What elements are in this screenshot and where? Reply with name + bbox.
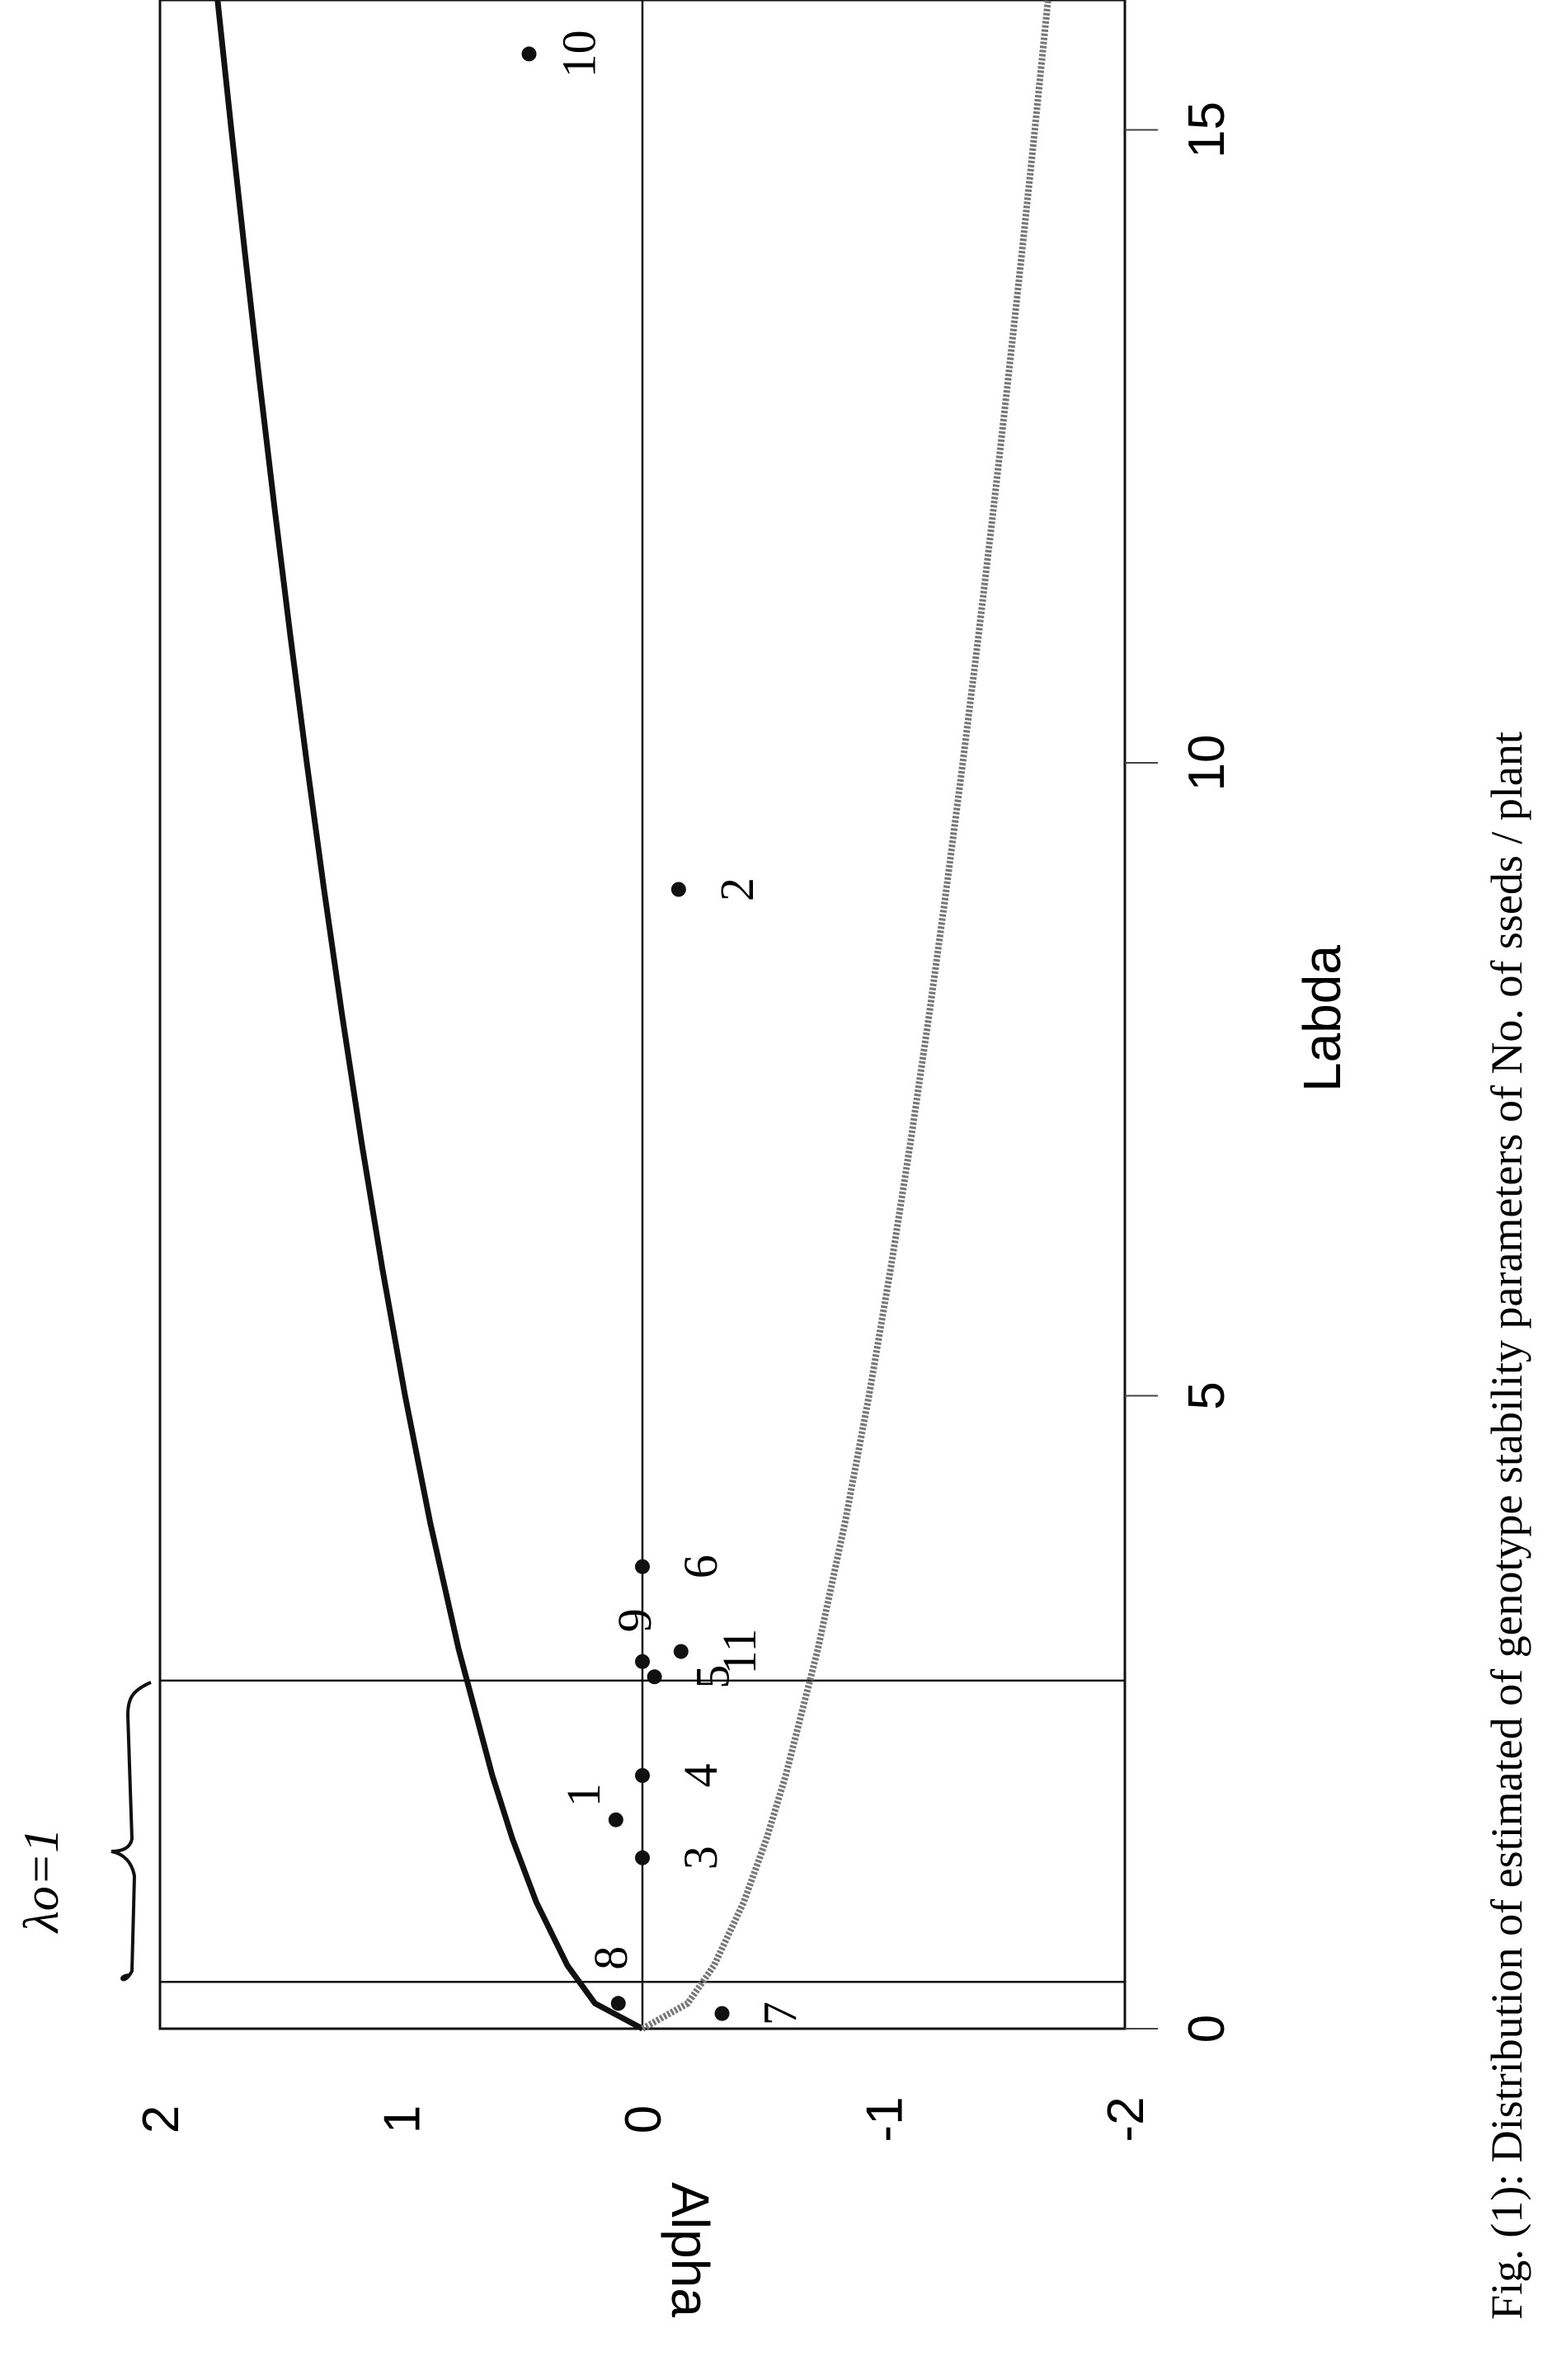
lower-bound-curve [641, 0, 1051, 2032]
data-point-label: 9 [608, 1608, 661, 1632]
data-point [647, 1669, 662, 1685]
chart-caption: Fig. (1): Distribution of estimated of g… [1482, 731, 1531, 2320]
data-point-label: 10 [553, 30, 606, 78]
y-axis-title: Alpha [661, 2182, 720, 2317]
y-tick-label: -2 [1098, 2096, 1155, 2142]
data-point-label: 6 [674, 1555, 727, 1578]
data-point-label: 5 [686, 1665, 740, 1689]
data-point-label: 8 [584, 1946, 637, 1970]
data-point [670, 882, 686, 897]
data-point [635, 1653, 650, 1669]
y-tick-label: 1 [374, 2105, 431, 2133]
handwritten-annotation: λo=1 [14, 1828, 68, 1934]
data-point-label: 3 [674, 1846, 727, 1870]
x-tick-label: 0 [1178, 2015, 1235, 2043]
x-axis-title: Labda [1292, 945, 1352, 1092]
data-point-label: 7 [754, 2001, 807, 2025]
data-point [635, 1559, 650, 1574]
data-point [635, 1850, 650, 1865]
y-tick-label: 0 [615, 2105, 672, 2133]
data-point [521, 46, 537, 62]
data-point-label: 11 [713, 1629, 766, 1675]
y-tick-label: 2 [133, 2105, 190, 2133]
data-point-label: 4 [674, 1764, 727, 1788]
data-point-label: 1 [557, 1783, 610, 1807]
x-tick-label: 15 [1178, 101, 1235, 158]
y-tick-label: -1 [857, 2096, 914, 2142]
data-point-label: 2 [710, 877, 764, 901]
upper-bound-curve [214, 0, 644, 2032]
data-point [714, 2006, 730, 2021]
x-tick-label: 5 [1178, 1381, 1235, 1409]
annotation-brace [111, 1681, 152, 1982]
data-point [673, 1644, 689, 1659]
data-point [635, 1768, 650, 1783]
data-point [608, 1812, 623, 1827]
x-tick-label: 10 [1178, 735, 1235, 792]
data-point [610, 1996, 626, 2011]
